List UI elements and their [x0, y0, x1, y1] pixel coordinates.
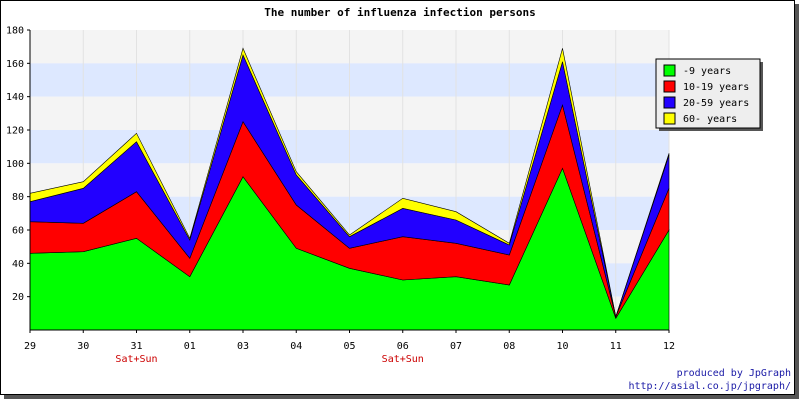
legend-swatch	[663, 64, 676, 77]
x-tick-label: 30	[77, 341, 89, 352]
y-tick-label: 140	[6, 92, 24, 103]
legend-label: 60- years	[683, 114, 737, 125]
y-tick-label: 100	[6, 159, 24, 170]
x-tick-label: 29	[24, 341, 36, 352]
x-tick-label: 04	[290, 341, 302, 352]
x-tick-label: 11	[610, 341, 622, 352]
area-series-4	[29, 47, 670, 318]
x-tick-label: 07	[450, 341, 462, 352]
y-tick-label: 120	[6, 126, 24, 137]
x-tick-label: 05	[343, 341, 355, 352]
legend-swatch	[663, 80, 676, 93]
legend-label: -9 years	[683, 66, 731, 77]
y-tick-label: 40	[12, 259, 24, 270]
x-tick-label: 31	[130, 341, 142, 352]
x-tick-note: Sat+Sun	[115, 354, 157, 365]
x-axis-ticks: 29 30 31 Sat+Sun 01 03 04 05 06 Sat+Sun 07 08 10 11 12	[24, 330, 675, 365]
y-tick-label: 180	[6, 26, 24, 37]
legend-swatch	[663, 96, 676, 109]
x-tick-label: 08	[503, 341, 515, 352]
x-tick-label: 12	[663, 341, 675, 352]
stacked-areas	[29, 47, 670, 331]
x-tick-label: 01	[184, 341, 196, 352]
legend-swatch	[663, 112, 676, 125]
y-tick-label: 20	[12, 292, 24, 303]
x-tick-label: 06	[397, 341, 409, 352]
x-tick-label: 10	[556, 341, 568, 352]
y-tick-label: 60	[12, 226, 24, 237]
legend: -9 years 10-19 years 20-59 years 60- years	[655, 58, 763, 131]
x-tick-label: 03	[237, 341, 249, 352]
legend-label: 10-19 years	[683, 82, 749, 93]
legend-label: 20-59 years	[683, 98, 749, 109]
chart-title: The number of influenza infection person…	[264, 6, 536, 19]
y-axis-ticks: 20 40 60 80 100 120 140 160 180	[6, 26, 30, 303]
y-tick-label: 160	[6, 59, 24, 70]
x-tick-note: Sat+Sun	[382, 354, 424, 365]
credit-line-1: produced by JpGraph	[677, 368, 791, 379]
credit-line-2: http://asial.co.jp/jpgraph/	[628, 381, 791, 392]
y-tick-label: 80	[12, 192, 24, 203]
